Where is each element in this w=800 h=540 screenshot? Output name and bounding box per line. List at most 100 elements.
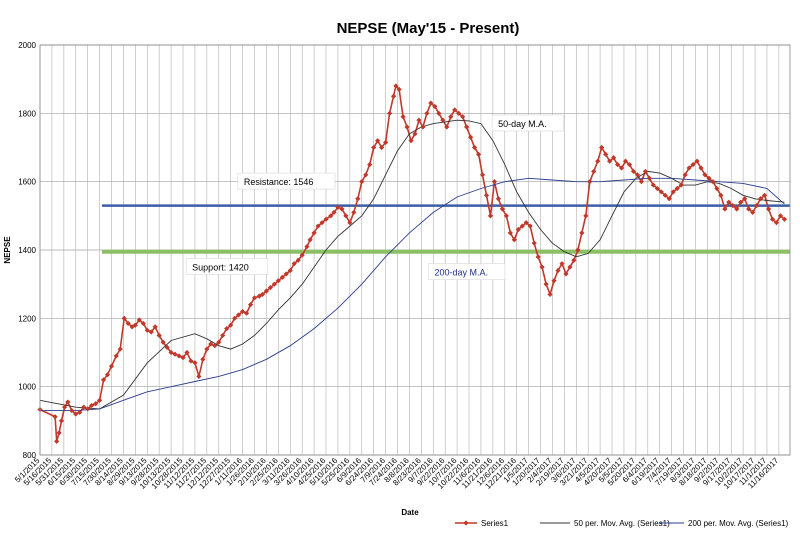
y-tick-label: 1000 xyxy=(18,383,36,392)
legend-marker xyxy=(463,520,469,526)
series1-point xyxy=(547,291,553,298)
series1-point xyxy=(136,317,142,323)
series1-point xyxy=(507,230,513,236)
series1-point xyxy=(212,343,218,349)
series1-point xyxy=(148,329,154,335)
annotations: 50-day M.A. Resistance: 1546 Support: 1420… xyxy=(185,114,564,280)
series1-point xyxy=(224,325,230,332)
series1-point xyxy=(603,151,609,157)
series1-point xyxy=(722,206,728,212)
annotation-box xyxy=(491,114,564,132)
series1-point xyxy=(686,165,692,171)
series1-point xyxy=(156,332,162,339)
series1-point xyxy=(432,103,438,110)
series1-point xyxy=(386,110,393,116)
series1-point xyxy=(328,213,334,219)
series1-point xyxy=(587,179,593,185)
y-tick-label: 1200 xyxy=(18,314,36,323)
series1-point xyxy=(670,189,676,195)
series1-point xyxy=(448,114,454,120)
annotation-box xyxy=(185,258,269,275)
series1-point xyxy=(781,216,788,222)
annotation-box xyxy=(428,263,506,280)
series1-point xyxy=(77,409,83,415)
series1-point xyxy=(742,196,748,202)
series1-point xyxy=(52,414,58,420)
series1-point xyxy=(499,206,505,212)
series1-point xyxy=(765,206,772,212)
series1-point xyxy=(315,223,321,229)
series1-point xyxy=(343,213,349,219)
series1-point xyxy=(168,349,174,356)
series1-point xyxy=(646,175,652,181)
series1-point xyxy=(460,114,466,120)
series1-point xyxy=(420,124,426,130)
series1-point xyxy=(73,411,79,417)
series1-point xyxy=(108,363,115,369)
y-tick-label: 800 xyxy=(23,451,37,460)
series1-point xyxy=(140,320,146,327)
series1-point xyxy=(535,254,541,260)
series1-point xyxy=(694,158,700,164)
series1-point xyxy=(247,302,254,308)
series1-point xyxy=(464,124,470,130)
series1-point xyxy=(515,226,521,233)
series1-point xyxy=(607,158,613,164)
series1-point xyxy=(436,110,442,116)
series1-point xyxy=(54,438,60,444)
series1-point xyxy=(559,261,565,267)
series1-point xyxy=(100,377,107,383)
series1-point xyxy=(428,100,434,106)
series1-point xyxy=(777,213,784,219)
series1-point xyxy=(638,179,645,185)
series1-point xyxy=(555,267,561,274)
series1-point xyxy=(714,185,720,192)
series1-point xyxy=(710,179,716,185)
grid-lines xyxy=(39,44,790,456)
series1-point xyxy=(259,291,266,298)
series1-point xyxy=(251,295,258,301)
series1-point xyxy=(678,182,684,188)
series1-point xyxy=(291,261,297,267)
series1-point xyxy=(543,281,549,287)
series1-point xyxy=(371,144,377,151)
series1-point xyxy=(228,322,234,328)
series1-point xyxy=(758,196,764,202)
series1-point xyxy=(347,220,353,226)
series1-point xyxy=(571,257,577,263)
series1-point xyxy=(243,310,250,316)
series1-point xyxy=(754,202,760,209)
series1-point xyxy=(220,332,226,339)
series1-point xyxy=(121,315,127,321)
series1-point xyxy=(58,418,65,424)
annotation-label: 200-day M.A. xyxy=(435,268,489,278)
series1-point xyxy=(444,124,450,130)
series1-point xyxy=(299,252,305,258)
series1-point xyxy=(563,271,569,277)
series-line-2 xyxy=(39,119,785,410)
series1-point xyxy=(160,339,166,345)
series1-point xyxy=(654,185,660,192)
series1-point xyxy=(491,179,498,185)
series1-point xyxy=(658,189,664,195)
series1-point xyxy=(144,327,150,333)
series1-point xyxy=(267,284,274,291)
series1-point xyxy=(287,267,293,274)
series1-point xyxy=(204,346,210,352)
y-tick-label: 1800 xyxy=(18,109,36,118)
series1-point xyxy=(551,278,557,284)
series1-point xyxy=(698,165,704,171)
series1-point xyxy=(773,220,780,226)
series1-point xyxy=(440,117,446,123)
series1-point xyxy=(531,240,537,246)
series1-point xyxy=(396,86,402,93)
series1-point xyxy=(263,288,270,294)
chart-title: NEPSE (May'15 - Present) xyxy=(337,20,520,37)
series1-point xyxy=(642,168,649,175)
plot-area-border xyxy=(39,44,791,456)
series1-point xyxy=(295,257,301,263)
reference-lines xyxy=(102,204,790,254)
series1-point xyxy=(69,407,75,414)
series1-point xyxy=(359,179,365,185)
series1-point xyxy=(188,358,194,364)
